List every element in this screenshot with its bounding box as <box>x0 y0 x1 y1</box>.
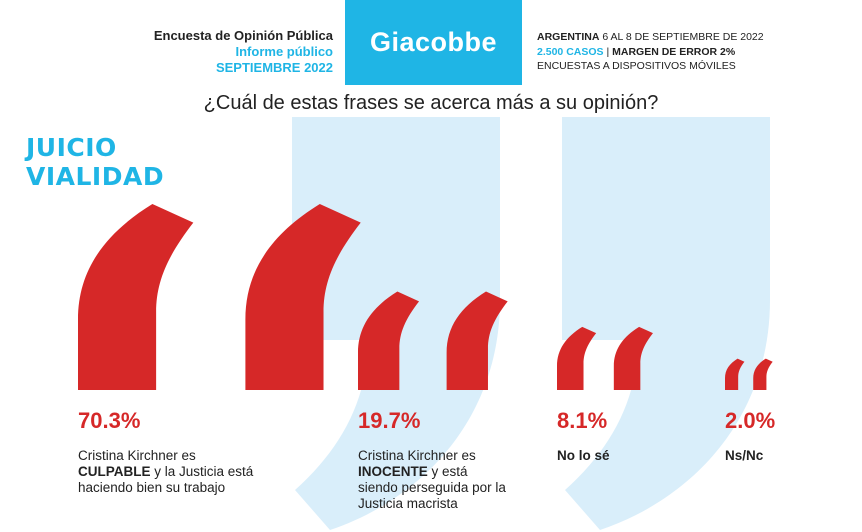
label-no-lo-se: No lo sé <box>557 448 610 463</box>
desc-culpable-post: y la Justicia está haciendo bien su trab… <box>78 464 254 495</box>
survey-country: ARGENTINA <box>537 31 600 43</box>
survey-method: ENCUESTAS A DISPOSITIVOS MÓVILES <box>537 60 736 72</box>
survey-margin: MARGEN DE ERROR 2% <box>612 45 736 58</box>
desc-culpable-pre: Cristina Kirchner es <box>78 448 196 463</box>
desc-culpable: Cristina Kirchner es CULPABLE y la Justi… <box>78 448 258 496</box>
quote-stroke-2-1 <box>613 326 653 390</box>
section-title-line2: VIALIDAD <box>26 162 165 191</box>
pct-no-lo-se: 8.1% <box>557 408 608 433</box>
desc-inocente-pre: Cristina Kirchner es <box>358 448 476 463</box>
survey-dates-line: ARGENTINA 6 AL 8 DE SEPTIEMBRE DE 2022 <box>537 30 764 45</box>
quote-stroke-1-1 <box>446 291 508 390</box>
question-title: ¿Cuál de estas frases se acerca más a su… <box>203 92 659 114</box>
desc-inocente: Cristina Kirchner es INOCENTE y está sie… <box>358 448 508 512</box>
survey-sample-line: 2.500 CASOS | MARGEN DE ERROR 2% <box>537 45 764 60</box>
label-ns-nc: Ns/Nc <box>725 448 764 463</box>
quote-stroke-1-0 <box>358 291 420 390</box>
section-title: JUICIO VIALIDAD <box>26 133 164 191</box>
quote-stroke-3-0 <box>725 358 745 390</box>
pct-ns-nc: 2.0% <box>725 408 776 433</box>
brand-name: Giacobbe <box>369 27 498 57</box>
survey-title: Encuesta de Opinión Pública <box>153 28 333 43</box>
quote-stroke-0-1 <box>245 204 361 390</box>
report-date: SEPTIEMBRE 2022 <box>215 60 333 75</box>
desc-inocente-bold: INOCENTE <box>358 464 428 479</box>
desc-culpable-bold: CULPABLE <box>78 464 151 479</box>
opening-quote-icon-2 <box>557 326 653 390</box>
pct-culpable: 70.3% <box>78 408 141 433</box>
separator: | <box>603 45 613 58</box>
opening-quote-icon-1 <box>358 291 508 390</box>
desc-inocente-post: y está siendo perseguida por la Justicia… <box>358 464 506 511</box>
brand-logo: Giacobbe <box>345 0 522 85</box>
pct-inocente: 19.7% <box>358 408 421 433</box>
quote-stroke-0-0 <box>78 204 194 390</box>
section-title-line1: JUICIO <box>26 133 117 162</box>
report-info: Encuesta de Opinión Pública Informe públ… <box>0 28 333 76</box>
survey-details: ARGENTINA 6 AL 8 DE SEPTIEMBRE DE 2022 2… <box>537 30 764 74</box>
closing-quote-right-icon <box>562 117 770 530</box>
opening-quote-icon-3 <box>725 358 773 390</box>
report-type: Informe público <box>235 44 334 59</box>
quote-stroke-2-0 <box>557 326 597 390</box>
quote-stroke-3-1 <box>753 358 773 390</box>
survey-dates: 6 AL 8 DE SEPTIEMBRE DE 2022 <box>599 31 764 43</box>
opening-quote-icon-0 <box>78 204 361 390</box>
survey-cases: 2.500 CASOS <box>537 45 604 58</box>
